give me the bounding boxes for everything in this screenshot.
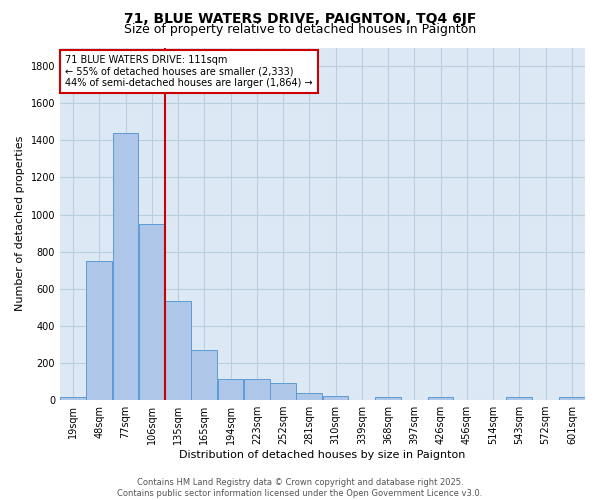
Text: Size of property relative to detached houses in Paignton: Size of property relative to detached ho… (124, 22, 476, 36)
Bar (165, 301, 191, 400)
Bar (375, 398, 401, 400)
Bar (218, 380, 244, 400)
Bar (506, 398, 532, 400)
Bar (60, 396, 86, 400)
Text: Contains HM Land Registry data © Crown copyright and database right 2025.
Contai: Contains HM Land Registry data © Crown c… (118, 478, 482, 498)
X-axis label: Distribution of detached houses by size in Paignton: Distribution of detached houses by size … (179, 450, 466, 460)
Bar (86, 261, 112, 400)
Bar (428, 398, 454, 400)
Text: 71, BLUE WATERS DRIVE, PAIGNTON, TQ4 6JF: 71, BLUE WATERS DRIVE, PAIGNTON, TQ4 6JF (124, 12, 476, 26)
Bar (270, 384, 296, 400)
Bar (559, 398, 584, 400)
Bar (113, 133, 139, 400)
Y-axis label: Number of detached properties: Number of detached properties (15, 136, 25, 312)
Bar (244, 380, 269, 400)
Bar (191, 350, 217, 400)
Bar (139, 224, 164, 400)
Bar (323, 396, 349, 400)
Text: 71 BLUE WATERS DRIVE: 111sqm
← 55% of detached houses are smaller (2,333)
44% of: 71 BLUE WATERS DRIVE: 111sqm ← 55% of de… (65, 54, 313, 88)
Bar (296, 392, 322, 400)
